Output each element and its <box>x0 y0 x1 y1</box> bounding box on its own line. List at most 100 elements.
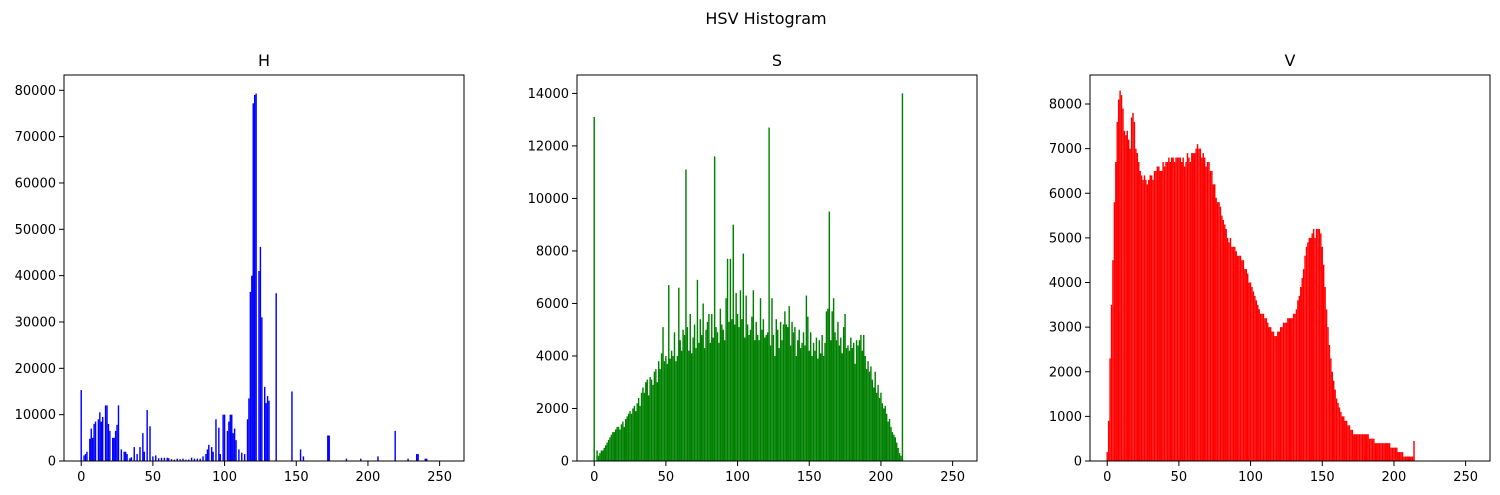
bar <box>1211 170 1213 461</box>
bar <box>616 426 618 461</box>
bar <box>1234 246 1236 461</box>
bar <box>1244 269 1246 461</box>
bar <box>1125 135 1127 462</box>
bar <box>1150 175 1153 461</box>
bar <box>620 424 623 461</box>
bar <box>1368 438 1371 461</box>
bar <box>625 418 627 461</box>
bar <box>812 342 815 461</box>
bar <box>1226 237 1229 461</box>
bar <box>1218 202 1220 461</box>
bar <box>1374 443 1377 461</box>
bar <box>772 334 775 461</box>
bar <box>268 400 270 461</box>
bar <box>696 279 699 461</box>
bar <box>123 451 125 461</box>
bar <box>229 414 232 461</box>
bar <box>1136 153 1139 461</box>
bar <box>666 363 669 461</box>
bar <box>248 398 250 461</box>
bar <box>1338 407 1341 461</box>
bar <box>1386 443 1388 461</box>
bar <box>860 334 862 461</box>
bar <box>1330 358 1332 461</box>
bar <box>142 433 144 461</box>
bar <box>1241 260 1243 461</box>
bar <box>847 345 849 461</box>
xticks-h: 0 50 100 150 200 250 <box>77 461 452 485</box>
bar <box>1146 184 1149 461</box>
bar <box>1112 260 1114 461</box>
bar <box>1305 246 1308 461</box>
bar <box>1232 246 1235 461</box>
bar <box>1393 447 1395 461</box>
bar <box>1297 300 1299 461</box>
bar <box>798 329 800 461</box>
bar <box>1163 166 1166 462</box>
bar <box>1231 246 1233 461</box>
bar <box>702 303 704 461</box>
bar <box>676 355 679 461</box>
bars-h <box>80 93 428 462</box>
bar <box>719 308 722 461</box>
x-tick-label: 0 <box>590 470 598 485</box>
bar <box>1365 434 1368 461</box>
bar <box>699 319 702 461</box>
bar <box>1363 434 1365 461</box>
bar <box>709 342 712 461</box>
bar <box>701 334 703 461</box>
bar <box>733 324 736 461</box>
bar <box>809 332 812 461</box>
bar <box>695 348 697 461</box>
bar <box>166 457 168 461</box>
bar <box>858 340 861 461</box>
bar <box>755 321 757 461</box>
bar <box>802 332 805 461</box>
bar <box>173 459 176 461</box>
bar <box>785 324 788 461</box>
x-tick-label: 150 <box>797 470 822 485</box>
bar <box>789 345 792 461</box>
bar <box>104 405 107 461</box>
bar <box>890 426 892 461</box>
bar <box>642 387 644 461</box>
bar <box>754 340 756 461</box>
bar <box>1397 452 1399 461</box>
bar <box>1120 95 1123 461</box>
bar <box>129 458 131 461</box>
bar <box>850 337 852 461</box>
bar <box>1173 162 1176 461</box>
bar <box>1189 162 1192 461</box>
bar <box>759 298 762 461</box>
bar <box>139 447 141 461</box>
bar <box>1353 434 1355 461</box>
bar <box>804 345 806 461</box>
bar <box>190 457 193 461</box>
bar <box>1327 327 1329 461</box>
bar <box>782 324 785 461</box>
bar <box>640 392 643 461</box>
bar <box>218 427 220 461</box>
bar <box>1410 456 1412 461</box>
bar <box>680 350 683 461</box>
bar <box>741 319 743 461</box>
bar <box>1117 99 1120 461</box>
bar <box>188 459 190 461</box>
bar <box>1149 175 1151 461</box>
bar <box>258 271 260 461</box>
bar <box>1281 327 1283 461</box>
bar <box>1401 452 1404 461</box>
bar <box>1239 255 1242 461</box>
bar <box>851 348 853 461</box>
bar <box>360 458 362 461</box>
bar <box>1169 162 1171 461</box>
bar <box>1135 148 1137 461</box>
bar <box>1252 291 1255 461</box>
bar <box>1343 416 1345 461</box>
bar <box>1271 331 1273 461</box>
bar <box>827 308 829 461</box>
bar <box>1278 331 1280 461</box>
bar <box>133 447 135 461</box>
bar <box>249 291 252 461</box>
y-tick-label: 70000 <box>15 130 56 145</box>
